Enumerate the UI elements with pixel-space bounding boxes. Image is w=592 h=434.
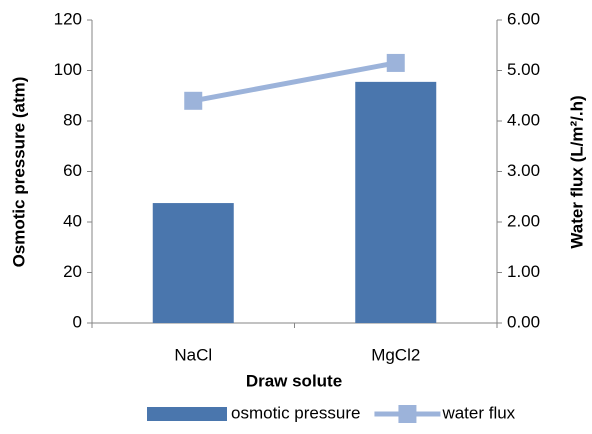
bar [152,203,234,323]
line [192,60,397,104]
legend-label: water flux [441,403,515,422]
legend-swatch [398,405,417,423]
y2-tick-label: 5.00 [507,60,540,79]
y-tick-label: 120 [54,9,82,28]
y2-tick-label: 3.00 [507,161,540,180]
y-tick-label: 60 [63,161,82,180]
legend-label: osmotic pressure [231,403,360,422]
line-marker [184,91,203,110]
y2-tick-label: 6.00 [507,9,540,28]
y2-tick-label: 1.00 [507,262,540,281]
y-tick-label: 20 [63,262,82,281]
x-tick-label: NaCl [174,345,212,364]
y-axis-title: Osmotic pressure (atm) [9,77,28,268]
line-marker [386,53,405,72]
y-tick-label: 0 [73,312,82,331]
bar [355,81,437,323]
y2-tick-label: 2.00 [507,211,540,230]
y-tick-label: 40 [63,211,82,230]
x-tick-label: MgCl2 [371,345,420,364]
legend-swatch [147,407,227,421]
y-tick-label: 80 [63,110,82,129]
y2-axis-title: Water flux (L/m²/.h) [567,95,586,248]
y2-tick-label: 0.00 [507,312,540,331]
x-axis-title: Draw solute [246,371,342,390]
y2-tick-label: 4.00 [507,110,540,129]
y-tick-label: 100 [54,60,82,79]
